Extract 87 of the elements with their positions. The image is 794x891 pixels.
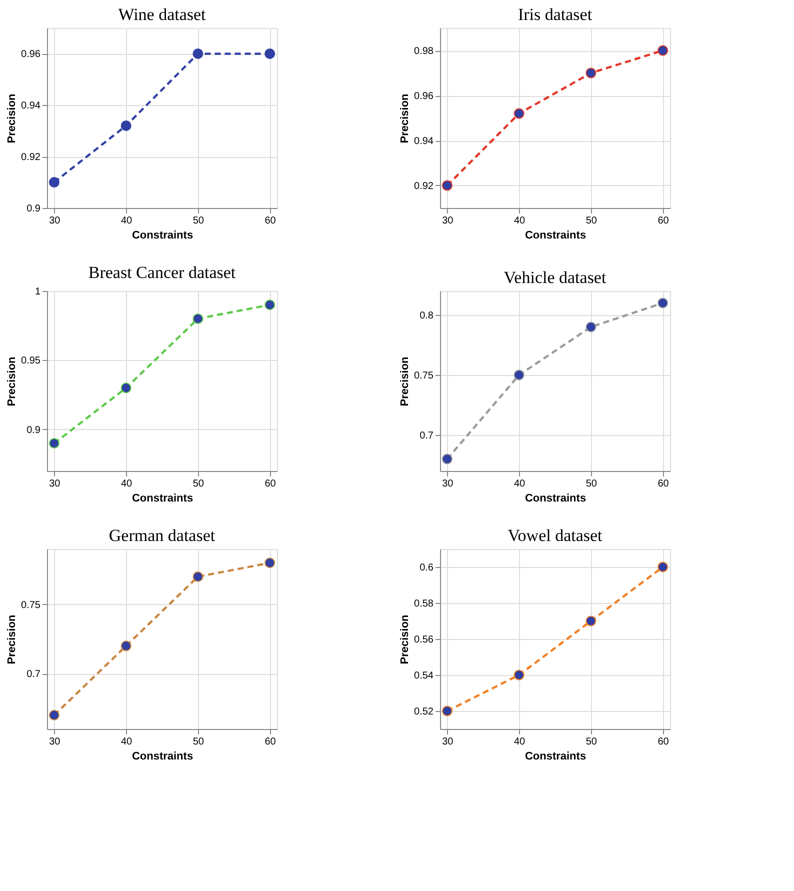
point	[514, 108, 524, 119]
point	[658, 562, 668, 572]
y-axis-title: Precision	[6, 356, 18, 406]
y-tick-label: 0.6	[420, 562, 434, 574]
x-axis-title: Constraints	[132, 230, 194, 242]
x-axis-title: Constraints	[132, 492, 194, 504]
chart-title: German dataset	[108, 526, 216, 545]
x-tick-label: 50	[192, 736, 204, 748]
x-tick-label: 50	[192, 478, 204, 490]
point	[658, 45, 668, 56]
point	[586, 616, 596, 626]
x-tick-label: 50	[586, 736, 598, 748]
y-tick-label: 0.92	[414, 181, 434, 192]
y-tick-label: 0.96	[21, 49, 41, 60]
y-tick-label: 0.94	[414, 136, 434, 147]
x-tick-label: 60	[658, 736, 670, 748]
point	[192, 571, 204, 582]
point	[120, 640, 132, 652]
y-tick-label: 0.9	[26, 424, 41, 436]
x-tick-label: 60	[264, 478, 276, 490]
y-tick-label: 0.96	[414, 91, 434, 102]
chart-title: Wine dataset	[118, 5, 206, 24]
y-axis-title: Precision	[6, 614, 18, 664]
point	[120, 120, 132, 131]
y-axis-title: Precision	[6, 93, 18, 144]
point	[658, 298, 668, 308]
x-tick-label: 50	[586, 216, 598, 226]
y-tick-label: 0.52	[414, 706, 434, 718]
point	[48, 177, 60, 188]
x-axis-title: Constraints	[524, 750, 586, 762]
y-tick-label: 0.9	[26, 204, 41, 214]
y-tick-label: 0.8	[420, 310, 434, 322]
point	[192, 313, 204, 324]
x-axis-title: Constraints	[524, 230, 586, 242]
y-tick-label: 0.98	[414, 46, 434, 57]
y-tick-label: 0.92	[21, 152, 41, 164]
x-tick-label: 40	[121, 478, 133, 490]
y-tick-label: 0.75	[21, 600, 41, 611]
point	[264, 300, 276, 310]
y-tick-label: 1	[34, 286, 41, 298]
point	[192, 48, 204, 59]
x-tick-label: 60	[264, 216, 276, 226]
point	[264, 48, 276, 59]
x-tick-label: 30	[442, 736, 454, 748]
x-tick-label: 60	[264, 736, 276, 748]
y-tick-label: 0.75	[414, 370, 434, 382]
x-tick-label: 40	[514, 478, 526, 490]
x-tick-label: 40	[514, 216, 526, 226]
point	[48, 438, 60, 449]
x-tick-label: 30	[49, 736, 61, 748]
y-tick-label: 0.7	[26, 669, 41, 680]
chart-title: Breast Cancer dataset	[88, 263, 236, 282]
x-tick-label: 30	[49, 478, 61, 490]
x-tick-label: 40	[514, 736, 526, 748]
x-tick-label: 30	[442, 478, 454, 490]
y-tick-label: 0.94	[21, 100, 41, 112]
y-tick-label: 0.7	[420, 430, 434, 442]
x-tick-label: 30	[49, 216, 61, 226]
point	[442, 706, 452, 716]
point	[442, 454, 452, 464]
chart-title: Vehicle dataset	[504, 268, 606, 287]
x-tick-label: 30	[442, 216, 454, 226]
point	[442, 180, 452, 191]
y-tick-label: 0.56	[414, 634, 434, 646]
x-tick-label: 40	[121, 216, 133, 226]
y-tick-label: 0.58	[414, 598, 434, 610]
point	[514, 370, 524, 380]
y-axis-title: Precision	[399, 93, 412, 144]
chart-title: Vowel dataset	[508, 526, 603, 545]
point	[514, 670, 524, 680]
point	[586, 322, 596, 332]
point	[586, 68, 596, 78]
x-axis-title: Constraints	[524, 492, 586, 504]
y-axis-title: Precision	[399, 614, 412, 664]
point	[120, 382, 132, 394]
x-tick-label: 50	[192, 216, 204, 226]
x-tick-label: 40	[121, 736, 133, 748]
point	[48, 710, 60, 720]
y-tick-label: 0.95	[21, 356, 41, 367]
chart-title: Iris dataset	[518, 5, 592, 24]
y-tick-label: 0.54	[414, 670, 434, 682]
y-axis-title: Precision	[399, 356, 412, 406]
x-tick-label: 60	[658, 216, 670, 226]
point	[264, 558, 276, 568]
x-tick-label: 50	[586, 478, 598, 490]
x-axis-title: Constraints	[132, 750, 194, 762]
x-tick-label: 60	[658, 478, 670, 490]
